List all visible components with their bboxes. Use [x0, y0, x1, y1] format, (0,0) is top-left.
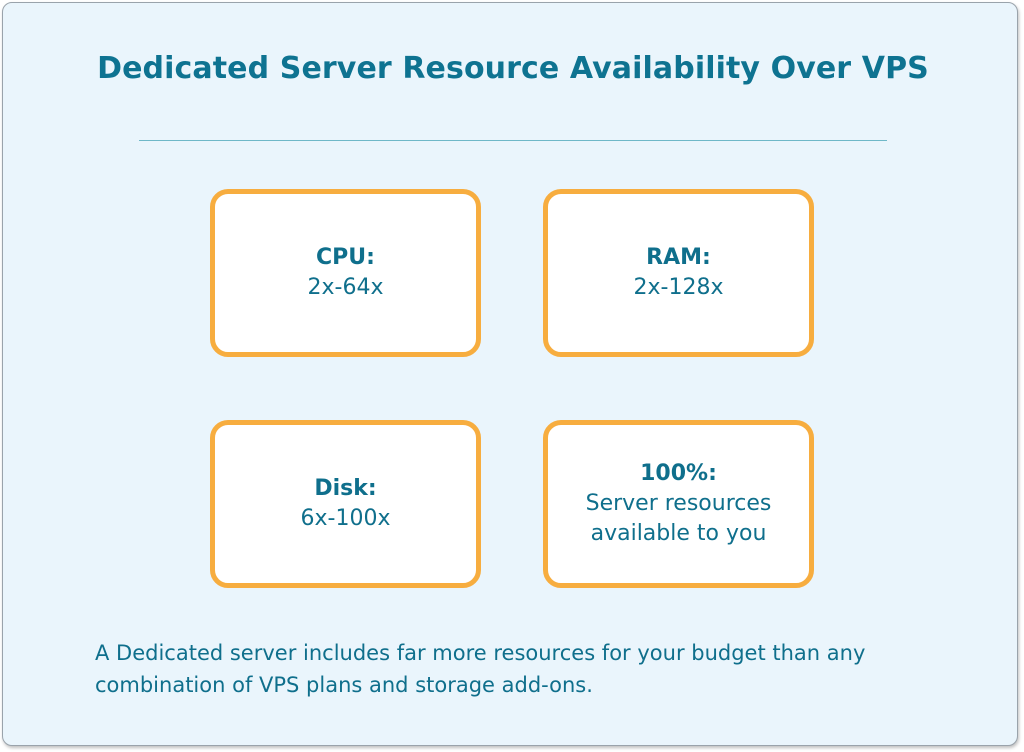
disk-label: Disk:: [314, 476, 377, 501]
ram-box: RAM: 2x-128x: [543, 189, 814, 357]
disk-box: Disk: 6x-100x: [210, 420, 481, 588]
resources-value-line2: available to you: [590, 521, 767, 546]
resources-label: 100%:: [640, 461, 717, 486]
resources-value-line1: Server resources: [585, 491, 772, 516]
ram-label: RAM:: [646, 245, 711, 270]
cpu-value: 2x-64x: [307, 275, 384, 300]
title-divider: [139, 140, 887, 141]
footer-line-2: combination of VPS plans and storage add…: [95, 673, 593, 697]
footer-text: A Dedicated server includes far more res…: [95, 637, 955, 701]
cpu-box: CPU: 2x-64x: [210, 189, 481, 357]
ram-value: 2x-128x: [633, 275, 724, 300]
infographic-title: Dedicated Server Resource Availability O…: [97, 51, 929, 86]
resources-box: 100%: Server resources available to you: [543, 420, 814, 588]
disk-value: 6x-100x: [300, 506, 391, 531]
footer-line-1: A Dedicated server includes far more res…: [95, 641, 866, 665]
cpu-label: CPU:: [316, 245, 375, 270]
